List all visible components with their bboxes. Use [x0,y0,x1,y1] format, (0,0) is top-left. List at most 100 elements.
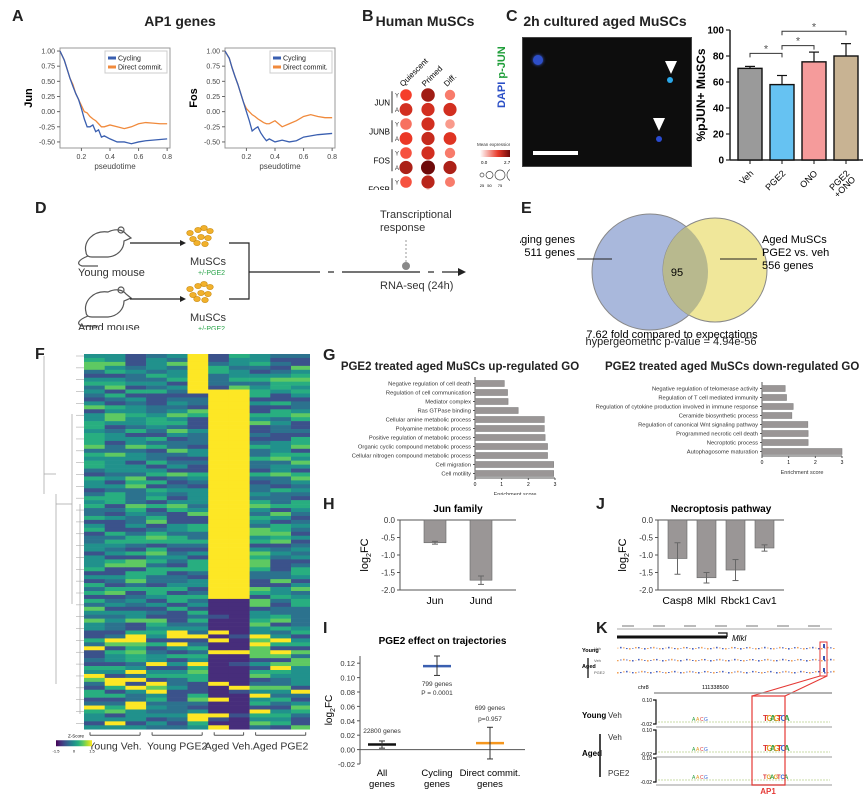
heatmap-cell [125,476,147,481]
heatmap-cell [291,614,310,619]
heatmap-cell [84,460,105,465]
coverage-bar [737,670,739,673]
heatmap-cell [208,508,230,513]
heatmap-cell [84,417,105,422]
heatmap-cell [249,547,271,552]
heatmap-cell [166,456,188,461]
heatmap-cell [228,433,250,438]
size-legend-dot [479,172,485,178]
heatmap-cell [228,523,250,529]
heatmap-cell [208,677,230,683]
heatmap-cell [84,354,105,359]
heatmap-cell [166,354,188,359]
heatmap-cell [187,436,209,442]
heatmap-cell [228,436,250,442]
y-tick-label: -2.0 [639,586,653,595]
heatmap-cell [208,381,230,386]
heatmap-cell [208,377,230,382]
heatmap-cell [146,452,168,457]
heatmap-cell [104,559,126,564]
heatmap-cell [146,598,168,604]
heatmap-cell [84,409,105,414]
bar-2 [801,61,827,161]
heatmap-cell [125,642,147,647]
heatmap-cell [166,488,188,493]
y-tick-label: 0 [718,156,724,167]
category-label: Ras GTPase binding [418,409,472,415]
heatmap-cell [104,658,126,663]
heatmap-cell [249,468,271,473]
heatmap-cell [146,591,168,596]
heatmap-cell [166,519,188,525]
coverage-bar [794,660,796,661]
coverage-bar [734,658,736,661]
y-tick-label: 0.00 [340,746,355,755]
heatmap-cell [125,579,147,584]
heatmap-cell [249,519,271,525]
heatmap-cell [104,693,126,698]
heatmap-cell [291,456,310,461]
heatmap-cell [291,642,310,647]
heatmap-cell [249,622,271,627]
y-tick-label: 0.10 [340,674,355,683]
heatmap-cell [270,697,292,702]
heatmap-cell [208,594,230,600]
heatmap-cell [270,357,292,363]
heatmap-cell [208,626,230,631]
heatmap-cell [249,480,271,485]
x-tick-label: All [377,768,388,779]
heatmap-cell [187,488,209,493]
coverage-bar [713,660,715,662]
heatmap-cell [125,697,147,702]
heatmap-cell [249,650,271,655]
heatmap-cell [146,713,168,718]
heatmap-cell [166,654,188,659]
heatmap-cell [208,709,230,714]
heatmap-cell [270,504,292,509]
heatmap-cell [146,626,168,631]
heatmap-cell [249,523,271,529]
heatmap-cell [270,397,292,402]
heatmap-cell [125,523,147,529]
heatmap-cell [208,397,230,402]
heatmap-cell [270,448,292,454]
heatmap-cell [228,409,250,414]
cell [189,292,197,298]
heatmap-cell [125,397,147,402]
nucleus-cell [533,55,543,65]
heatmap-cell [166,602,188,608]
motif-letter: A [770,775,775,781]
bar-7 [761,448,843,455]
coverage-bar [764,672,766,673]
heatmap-cell [84,618,105,623]
x-tick-label: ONO [798,168,820,190]
coverage-bar [764,659,766,661]
colorbar-tick: 0 [73,748,76,753]
heatmap-cell [208,365,230,371]
heatmap-cell [84,535,105,540]
heatmap-cell [125,634,147,639]
heatmap-cell [166,484,188,489]
heatmap-cell [291,547,310,552]
heatmap-cell [187,452,209,457]
coverage-bar [707,660,709,661]
heatmap-cell [249,401,271,406]
heatmap-cell [84,606,105,612]
motif-letter: A [696,717,700,723]
heatmap-cell [104,433,126,438]
heatmap-cell [270,579,292,584]
y-tick-label: 20 [713,130,725,141]
heatmap-cell [291,488,310,493]
heatmap-cell [104,689,126,694]
condition-label: Y [395,123,399,129]
coverage-bar [674,659,676,661]
coverage-bar [731,672,733,674]
heatmap-cell [104,460,126,465]
heatmap-cell [104,385,126,390]
heatmap-cell [146,693,168,698]
heatmap-cell [249,662,271,667]
chart-j-bar: Necroptosis pathway0.0-0.5-1.0-1.5-2.0lo… [617,504,784,607]
heatmap-cell [187,397,209,402]
heatmap-cell [104,654,126,659]
coverage-bar [809,647,811,649]
